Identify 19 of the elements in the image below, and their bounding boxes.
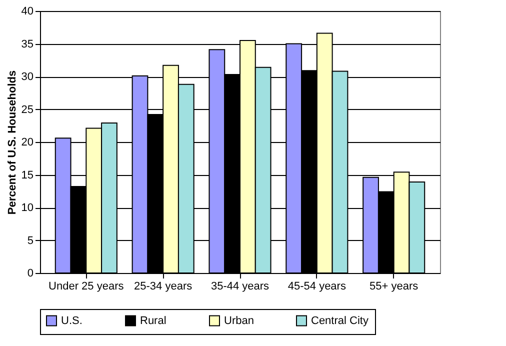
x-tick-label: Under 25 years <box>48 280 124 292</box>
y-tick-label: 10 <box>21 202 34 214</box>
y-tick-label: 30 <box>21 71 34 83</box>
y-tick-label: 25 <box>21 104 34 116</box>
x-tick-label: 35-44 years <box>210 280 270 292</box>
x-tick-label: 45-54 years <box>288 280 346 292</box>
legend-label: Rural <box>140 314 166 327</box>
y-tick-label: 35 <box>21 38 34 50</box>
x-tick-label: 25-34 years <box>134 280 193 292</box>
y-tick-label: 40 <box>21 6 34 18</box>
y-axis-title: Percent of U.S. Households <box>6 70 18 215</box>
y-tick-label: 0 <box>27 268 34 280</box>
legend-label: Central City <box>311 314 369 327</box>
x-tick-label: 55+ years <box>370 280 419 292</box>
y-tick-label: 15 <box>21 169 34 182</box>
legend-label: U.S. <box>61 314 82 327</box>
y-tick-label: 20 <box>21 136 34 148</box>
legend-label: Urban <box>224 314 254 327</box>
y-tick-label: 5 <box>27 234 34 247</box>
